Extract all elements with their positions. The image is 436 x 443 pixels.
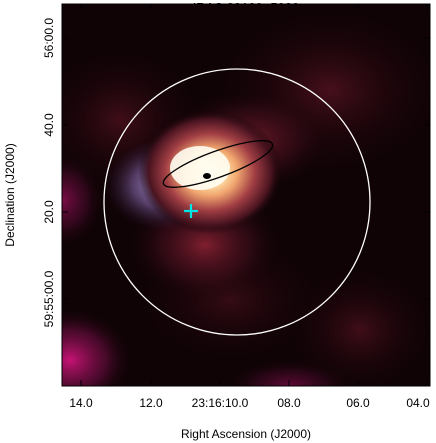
y-axis-title: Declination (J2000) — [3, 143, 17, 246]
x-axis-title: Right Ascension (J2000) — [181, 427, 311, 441]
x-tick-label: 06.0 — [346, 396, 370, 410]
x-tick-label: 08.0 — [277, 396, 301, 410]
y-tick-label: 56:00.0 — [42, 18, 56, 58]
aperture-circle — [103, 68, 371, 336]
y-tick-label: 59:55:00.0 — [42, 270, 56, 327]
source-dot — [203, 173, 211, 179]
y-tick-label: 40.0 — [42, 113, 56, 137]
y-tick-label: 20.0 — [42, 200, 56, 224]
image-area — [62, 4, 430, 386]
cross-marker-icon — [184, 204, 198, 218]
x-tick-label: 23:16:10.0 — [192, 396, 249, 410]
x-tick-label: 14.0 — [69, 396, 93, 410]
y-ticks — [62, 37, 430, 300]
x-ticks — [80, 4, 428, 386]
x-tick-label: 04.0 — [406, 396, 430, 410]
x-tick-label: 12.0 — [139, 396, 163, 410]
error-ellipse — [162, 140, 274, 188]
plot-frame — [61, 3, 431, 387]
